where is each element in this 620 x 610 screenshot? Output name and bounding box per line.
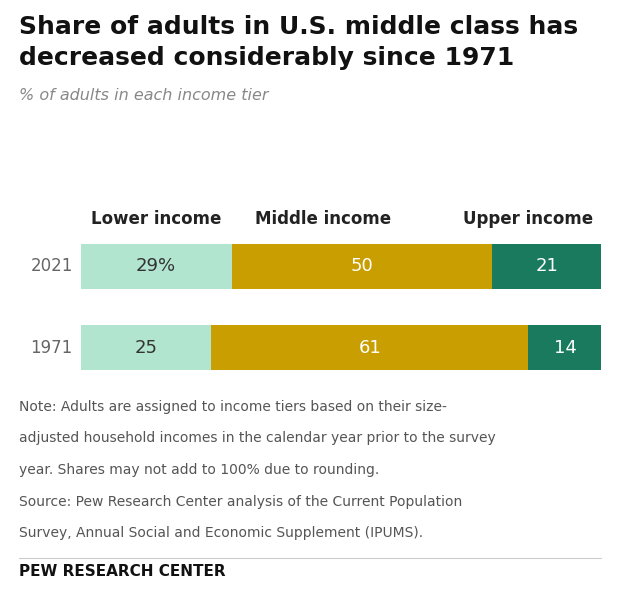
Text: 1971: 1971 — [30, 339, 73, 357]
Bar — [81, 325, 211, 370]
Bar — [232, 244, 492, 289]
Text: year. Shares may not add to 100% due to rounding.: year. Shares may not add to 100% due to … — [19, 463, 379, 477]
Text: 2021: 2021 — [30, 257, 73, 275]
Bar — [81, 244, 232, 289]
Text: Note: Adults are assigned to income tiers based on their size-: Note: Adults are assigned to income tier… — [19, 400, 446, 414]
Text: PEW RESEARCH CENTER: PEW RESEARCH CENTER — [19, 564, 225, 580]
Text: 61: 61 — [358, 339, 381, 357]
Text: Survey, Annual Social and Economic Supplement (IPUMS).: Survey, Annual Social and Economic Suppl… — [19, 526, 423, 540]
Text: 14: 14 — [554, 339, 577, 357]
Text: Upper income: Upper income — [463, 210, 593, 228]
Text: Middle income: Middle income — [255, 210, 391, 228]
Bar — [492, 244, 601, 289]
Bar — [211, 325, 528, 370]
Text: % of adults in each income tier: % of adults in each income tier — [19, 88, 268, 104]
Text: 25: 25 — [134, 339, 157, 357]
Bar — [528, 325, 601, 370]
Text: Share of adults in U.S. middle class has: Share of adults in U.S. middle class has — [19, 15, 578, 39]
Text: 29%: 29% — [136, 257, 176, 275]
Text: 21: 21 — [535, 257, 558, 275]
Text: Lower income: Lower income — [91, 210, 221, 228]
Text: Source: Pew Research Center analysis of the Current Population: Source: Pew Research Center analysis of … — [19, 495, 462, 509]
Text: decreased considerably since 1971: decreased considerably since 1971 — [19, 46, 514, 70]
Text: 50: 50 — [350, 257, 373, 275]
Text: adjusted household incomes in the calendar year prior to the survey: adjusted household incomes in the calend… — [19, 431, 495, 445]
